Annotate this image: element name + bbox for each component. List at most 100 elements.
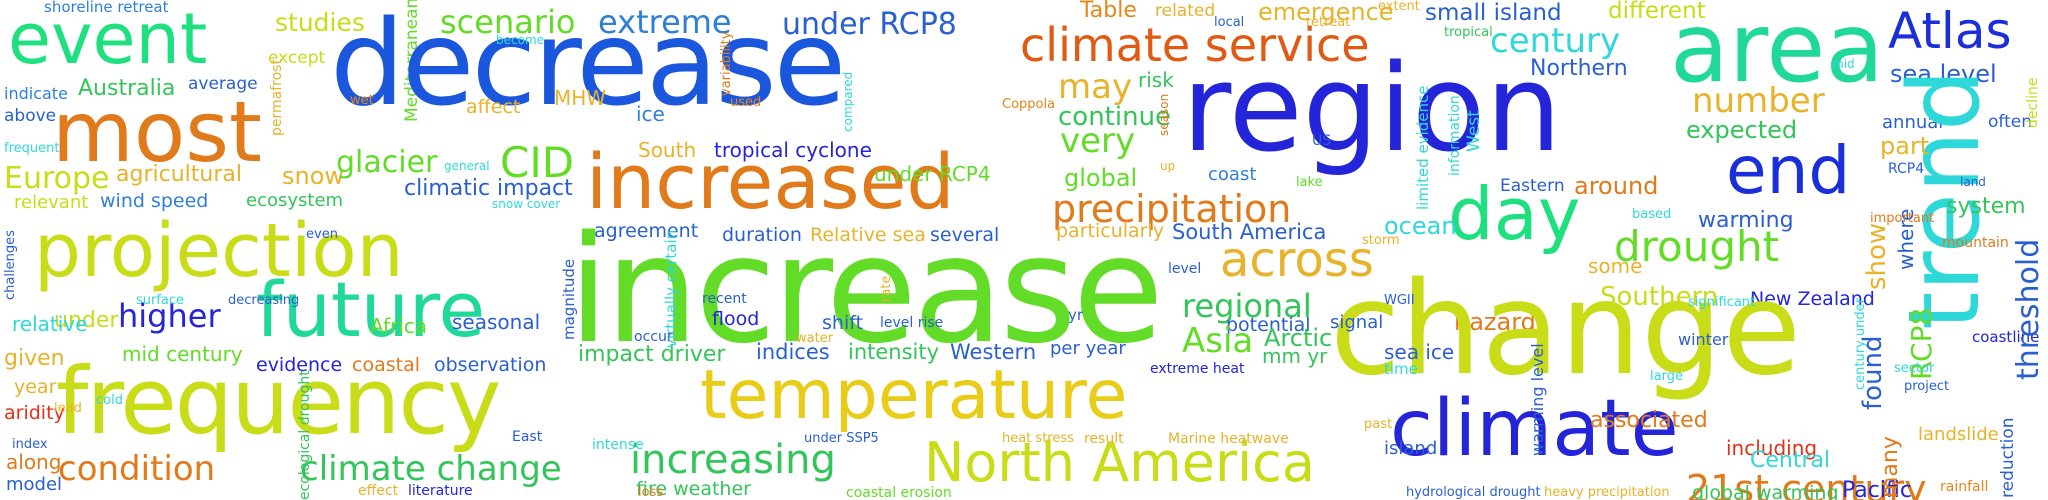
word-ice: ice [636, 102, 665, 126]
word-decrease: decrease [330, 0, 846, 132]
word-recent: recent [702, 291, 747, 307]
word-limited-evidence: limited evidence [1414, 85, 1432, 210]
word-effect: effect [358, 483, 399, 499]
word-magnitude: magnitude [560, 258, 578, 340]
word-water: water [796, 331, 834, 346]
word-past: past [1364, 417, 1393, 432]
word-coastal-erosion: coastal erosion [846, 485, 952, 500]
word-number: number [1692, 81, 1825, 121]
word-loss: loss [638, 485, 664, 500]
word-table: Table [1080, 0, 1137, 23]
word-global-warming: global warming [1692, 482, 1839, 500]
word-climate-service: climate service [1020, 18, 1370, 72]
word-coastal: coastal [352, 354, 420, 376]
word-tropical-cyclone: tropical cyclone [714, 138, 872, 162]
word-around: around [1574, 172, 1659, 200]
word-along: along [6, 450, 62, 474]
word-extent: extent [1378, 0, 1420, 14]
word-island: island [1384, 438, 1438, 459]
word-change: change [1330, 255, 1802, 404]
word-landslide: landslide [1918, 424, 1999, 445]
word-land: land [1960, 175, 1986, 189]
word-australia: Australia [78, 76, 176, 101]
word-under-ssp5: under SSP5 [804, 431, 879, 446]
word-fire-weather: fire weather [636, 478, 751, 500]
word-associated: associated [1590, 408, 1708, 433]
word-scenario: scenario [440, 3, 576, 41]
word-rcp4: RCP4 [1888, 161, 1925, 177]
word-us: US [1312, 133, 1332, 149]
word-sea-level: sea level [1890, 60, 1997, 88]
word-even: even [306, 227, 338, 242]
word-important: important [1870, 211, 1935, 226]
word-threshold: threshold [2011, 238, 2046, 380]
word-different: different [1608, 0, 1706, 24]
word-storm: storm [1362, 233, 1400, 248]
word-used: used [730, 95, 762, 110]
word-local: local [1214, 15, 1245, 30]
word-relevant: relevant [14, 192, 89, 213]
word-warming: warming [1698, 208, 1794, 233]
word-some: some [1588, 254, 1643, 278]
word-extreme: extreme [598, 3, 732, 41]
word-related: related [1155, 1, 1216, 21]
word-relative-sea: Relative sea [810, 224, 926, 246]
word-rainfall: rainfall [1940, 479, 1989, 495]
word-coast: coast [1208, 164, 1257, 185]
word-wgii: WGII [1384, 293, 1415, 308]
word-ecosystem: ecosystem [246, 190, 344, 211]
word-europe: Europe [4, 161, 110, 196]
word-signal: signal [1330, 312, 1384, 333]
word-ecological-drought: ecological drought [297, 370, 313, 500]
word-wind-speed: wind speed [100, 190, 209, 212]
word-central: Central [1750, 448, 1831, 473]
word-sector: sector [1894, 361, 1935, 376]
word-given: given [4, 346, 65, 371]
word-expected: expected [1686, 116, 1798, 144]
word-studies: studies [275, 8, 365, 37]
word-eastern: Eastern [1500, 176, 1565, 196]
word-relative: relative [12, 312, 88, 336]
word-higher: higher [118, 297, 221, 335]
word-based: based [1632, 207, 1672, 222]
word-affect: affect [466, 96, 521, 118]
word-climate-change: climate change [300, 449, 562, 489]
word-level: level [1168, 261, 1202, 277]
word-region: region [1182, 40, 1562, 179]
word-projection: projection [34, 208, 404, 294]
word-cid: CID [500, 138, 575, 187]
word-snow-cover: snow cover [492, 197, 561, 211]
word-across: across [1220, 232, 1374, 288]
word-precipitation: precipitation [1052, 187, 1292, 231]
word-risk: risk [1138, 68, 1174, 92]
word-wet: wet [350, 93, 374, 108]
word-per-year: per year [1050, 338, 1126, 359]
word-decline: decline [2025, 77, 2041, 128]
word-occur: occur [634, 329, 673, 345]
word-end: end [1726, 132, 1851, 209]
word-shoreline-retreat: shoreline retreat [44, 0, 169, 16]
word-africa: Africa [370, 314, 428, 338]
word-seasonal: seasonal [452, 310, 541, 334]
word-often: often [1988, 112, 2032, 132]
word-climate: climate [1390, 384, 1679, 474]
word-level-rise: level rise [880, 315, 944, 331]
word-new-zealand: New Zealand [1750, 288, 1875, 310]
word-mm-yr: mm yr [1262, 344, 1328, 368]
word-may: may [1058, 67, 1133, 107]
word-south-america: South America [1172, 220, 1327, 244]
word-surface: surface [136, 293, 185, 308]
word-project: project [1904, 379, 1950, 394]
word-duration: duration [722, 224, 802, 246]
word-century-under: century under [1853, 298, 1868, 390]
word-intensity: intensity [848, 340, 940, 364]
word-particularly: particularly [1056, 220, 1164, 242]
word-condition: condition [58, 449, 216, 489]
word-global: global [1064, 164, 1138, 192]
word-mid-century: mid century [122, 342, 243, 366]
word-north-america: North America [924, 431, 1315, 494]
word-continue: continue [1058, 102, 1172, 132]
word-indices: indices [756, 340, 830, 364]
word-average: average [188, 74, 258, 94]
